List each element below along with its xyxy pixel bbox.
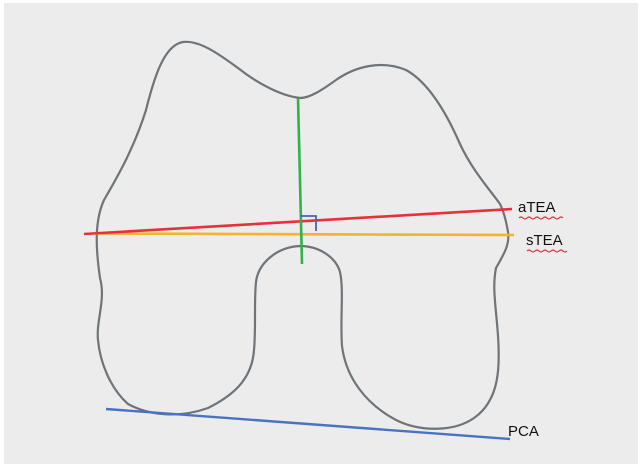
stea-spellcheck-underline	[526, 249, 568, 253]
pca-line	[105, 407, 511, 441]
stea-line	[95, 232, 515, 237]
distal-femur-outline	[95, 40, 510, 430]
pca-label: PCA	[508, 423, 539, 440]
atea-line	[83, 207, 513, 236]
right-angle-marker	[300, 215, 317, 231]
atea-label: aTEA	[518, 199, 556, 216]
stea-label: sTEA	[526, 232, 563, 249]
vertical-axis-line	[296, 97, 304, 265]
atea-spellcheck-underline	[518, 216, 564, 220]
